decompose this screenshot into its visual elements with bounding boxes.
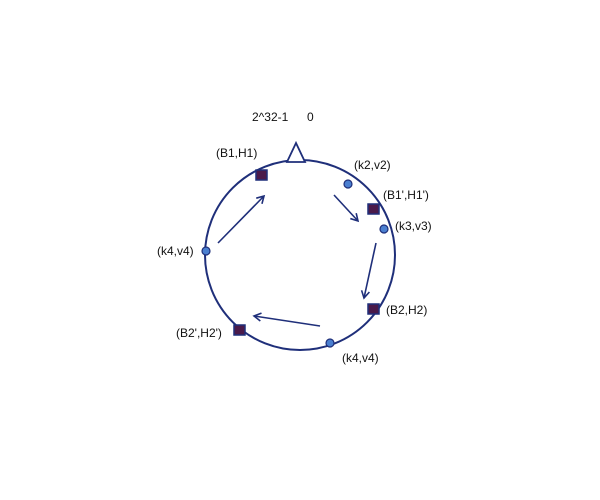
server-node-b2: [367, 303, 380, 315]
key-node-k2: [343, 179, 353, 189]
server-node-b1: [255, 169, 268, 181]
server-label-b1: (B1,H1): [216, 146, 258, 160]
key-node-k4-left: [201, 246, 211, 256]
arrow-right: [360, 242, 377, 300]
server-label-b2p: (B2',H2'): [176, 326, 222, 340]
key-label-k3: (k3,v3): [395, 219, 432, 233]
server-label-b1p: (B1',H1'): [383, 188, 429, 202]
server-label-b2: (B2,H2): [386, 303, 428, 317]
key-node-k4-bottom: [325, 338, 335, 348]
server-node-b2p: [233, 324, 246, 336]
arrow-bottom: [252, 312, 321, 327]
key-label-k4-bottom: (k4,v4): [342, 351, 379, 365]
ring-max-label: 2^32-1: [252, 110, 289, 124]
ring-zero-label: 0: [307, 110, 314, 124]
server-node-b1p: [367, 203, 380, 215]
key-node-k3: [379, 224, 389, 234]
hash-ring: [204, 159, 396, 351]
arrow-top-right: [333, 194, 360, 223]
key-label-k2: (k2,v2): [354, 158, 391, 172]
arrow-left: [217, 194, 266, 244]
ring-origin-marker: [285, 140, 307, 163]
key-label-k4-left: (k4,v4): [157, 244, 194, 258]
